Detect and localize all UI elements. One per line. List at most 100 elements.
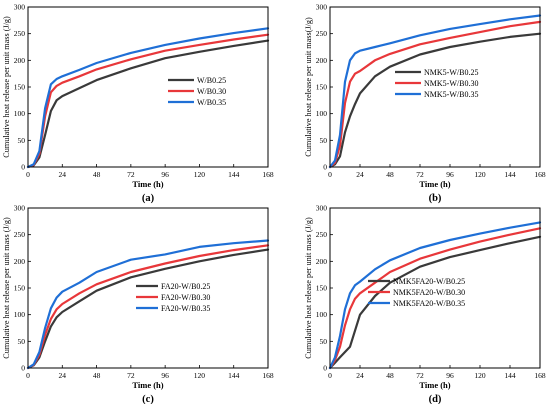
x-tick-label: 168 [534, 371, 546, 380]
series-line-3 [328, 221, 542, 370]
legend: NMK5FA20-W/B0.25 NMK5FA20-W/B0.30 NMK5FA20… [368, 277, 465, 308]
x-axis-label: Time (h) [419, 179, 450, 189]
y-tick-label: 50 [320, 337, 328, 346]
y-axis-label: Cumulative heat release per unit mass (J… [2, 217, 11, 359]
plot-frame [27, 6, 269, 168]
y-tick-label: 300 [316, 3, 328, 12]
x-tick-label: 72 [416, 170, 424, 179]
legend-label-1: W/B0.25 [197, 76, 226, 85]
series-line-2 [328, 20, 542, 169]
x-tick-label: 96 [161, 170, 169, 179]
legend-label-2: NMK5FA20-W/B0.30 [393, 288, 465, 297]
x-tick-label: 120 [474, 170, 486, 179]
y-axis-label: Cumulative heat release per unit mass (J… [304, 217, 313, 359]
series-line-2 [26, 33, 270, 169]
y-tick-label: 100 [316, 310, 328, 319]
panel-label: (c) [142, 394, 154, 404]
panel-label: (a) [142, 193, 155, 204]
y-tick-label: 250 [316, 29, 328, 38]
x-tick-label: 48 [93, 371, 101, 380]
y-tick-label: 300 [14, 3, 26, 12]
x-tick-label: 120 [194, 170, 206, 179]
y-tick-label: 250 [316, 230, 328, 239]
x-tick-label: 120 [474, 371, 486, 380]
y-tick-label: 150 [14, 83, 26, 92]
y-tick-label: 50 [18, 136, 26, 145]
y-tick-label: 100 [14, 310, 26, 319]
x-tick-label: 48 [93, 170, 101, 179]
x-tick-label: 144 [504, 371, 516, 380]
legend-label-2: NMK5-W/B0.30 [424, 79, 478, 88]
x-tick-label: 96 [161, 371, 169, 380]
y-tick-label: 50 [18, 337, 26, 346]
legend: NMK5-W/B0.25 NMK5-W/B0.30 NMK5-W/B0.35 [395, 68, 478, 99]
series-line-2 [328, 227, 542, 370]
y-tick-label: 50 [320, 136, 328, 145]
y-tick-label: 0 [323, 163, 327, 172]
x-tick-label: 0 [26, 371, 30, 380]
x-tick-label: 72 [127, 170, 135, 179]
y-axis-label: Cumulative heat release per unit mass (J… [2, 16, 11, 158]
y-tick-label: 100 [316, 109, 328, 118]
series-line-2 [26, 244, 270, 370]
chart-panel-2: 0 24 48 72 96 120 144 168 0 50 100 150 200 250 300 Time… [304, 3, 546, 205]
series-line-3 [26, 27, 270, 169]
legend-label-3: NMK5FA20-W/B0.35 [393, 299, 465, 308]
legend: W/B0.25 W/B0.30 W/B0.35 [168, 76, 226, 107]
x-tick-label: 0 [328, 170, 332, 179]
y-tick-label: 200 [316, 56, 328, 65]
legend-label-2: W/B0.30 [197, 87, 226, 96]
x-tick-label: 0 [26, 170, 30, 179]
legend-label-3: NMK5-W/B0.35 [424, 90, 478, 99]
x-tick-label: 168 [262, 170, 274, 179]
x-tick-label: 96 [446, 170, 454, 179]
x-tick-label: 168 [262, 371, 274, 380]
legend: FA20-W/B0.25 FA20-W/B0.30 FA20-W/B0.35 [136, 282, 210, 313]
series-line-3 [26, 239, 270, 370]
y-tick-label: 250 [14, 29, 26, 38]
x-tick-label: 168 [534, 170, 546, 179]
y-axis-label: Cumulative heat release per unit mass(J/… [304, 17, 313, 157]
y-tick-label: 100 [14, 109, 26, 118]
x-tick-label: 72 [416, 371, 424, 380]
x-tick-label: 24 [59, 371, 67, 380]
x-tick-label: 120 [194, 371, 206, 380]
panel-label: (b) [429, 193, 442, 204]
x-tick-label: 144 [228, 371, 240, 380]
series-line-3 [328, 14, 542, 169]
legend-label-1: FA20-W/B0.25 [161, 282, 210, 291]
x-tick-label: 144 [504, 170, 516, 179]
legend-label-1: NMK5-W/B0.25 [424, 68, 478, 77]
x-axis-label: Time (h) [132, 179, 163, 189]
legend-label-3: FA20-W/B0.35 [161, 304, 210, 313]
chart-panel-1: 0 24 48 72 96 120 144 168 0 50 100 150 200 250 300 Time… [2, 3, 274, 205]
y-tick-label: 150 [316, 83, 328, 92]
chart-panel-4: 0 24 48 72 96 120 144 168 0 50 100 150 200 250 300 Time… [304, 204, 546, 404]
x-tick-label: 0 [328, 371, 332, 380]
x-axis-label: Time (h) [419, 380, 450, 390]
legend-label-2: FA20-W/B0.30 [161, 293, 210, 302]
legend-label-1: NMK5FA20-W/B0.25 [393, 277, 465, 286]
y-tick-label: 200 [316, 257, 328, 266]
y-tick-label: 250 [14, 230, 26, 239]
y-tick-label: 0 [323, 364, 327, 373]
y-tick-label: 200 [14, 56, 26, 65]
x-tick-label: 24 [59, 170, 67, 179]
y-tick-label: 200 [14, 257, 26, 266]
x-tick-label: 24 [356, 170, 364, 179]
y-tick-label: 300 [14, 204, 26, 213]
series-line-1 [328, 32, 542, 169]
x-tick-label: 24 [356, 371, 364, 380]
x-axis-label: Time (h) [132, 380, 163, 390]
panel-label: (d) [429, 394, 442, 404]
chart-panel-3: 0 24 48 72 96 120 144 168 0 50 100 150 200 250 300 Time… [2, 204, 274, 404]
x-tick-label: 72 [127, 371, 135, 380]
x-tick-label: 144 [228, 170, 240, 179]
y-tick-label: 0 [21, 163, 25, 172]
y-tick-label: 300 [316, 204, 328, 213]
y-tick-label: 150 [316, 284, 328, 293]
series-line-1 [328, 235, 542, 370]
x-tick-label: 96 [446, 371, 454, 380]
plot-frame [27, 207, 269, 369]
